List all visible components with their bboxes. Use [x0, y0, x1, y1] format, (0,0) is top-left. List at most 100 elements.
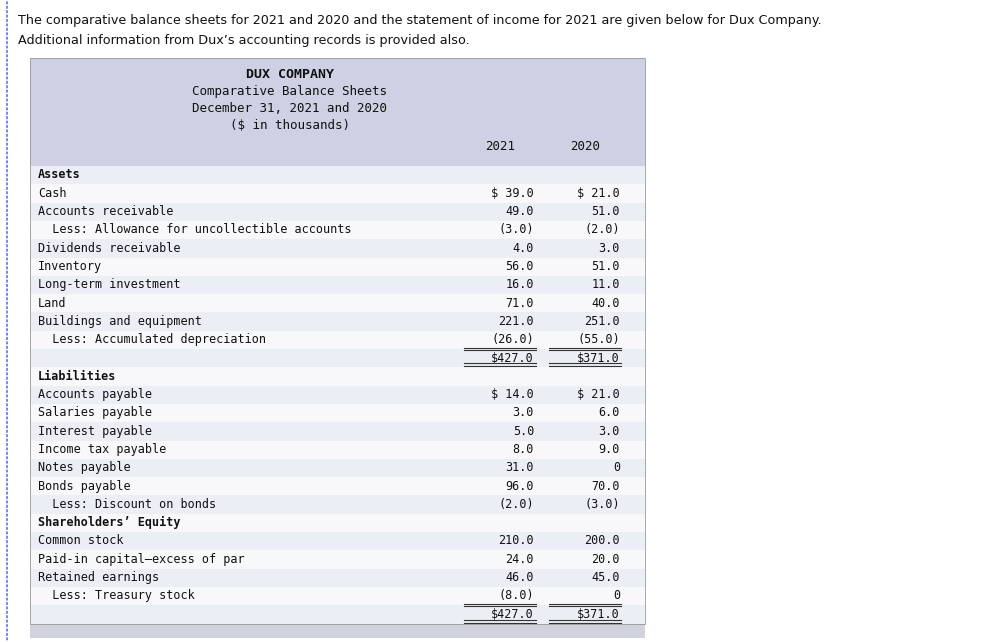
Bar [30, 496, 645, 514]
Text: Liabilities: Liabilities [38, 370, 117, 383]
Text: (2.0): (2.0) [584, 223, 620, 236]
Text: $ 21.0: $ 21.0 [577, 388, 620, 401]
Text: $ 39.0: $ 39.0 [491, 187, 534, 200]
Bar [30, 349, 645, 367]
Text: 31.0: 31.0 [506, 462, 534, 474]
Text: 51.0: 51.0 [591, 260, 620, 273]
Text: Cash: Cash [38, 187, 66, 200]
Text: Less: Treasury stock: Less: Treasury stock [38, 589, 194, 602]
Text: 251.0: 251.0 [584, 315, 620, 328]
Text: Accounts receivable: Accounts receivable [38, 205, 173, 218]
Bar [30, 459, 645, 477]
Bar [30, 257, 645, 276]
Text: 3.0: 3.0 [513, 406, 534, 419]
Text: $427.0: $427.0 [491, 608, 534, 621]
Text: 0: 0 [613, 589, 620, 602]
Bar [30, 605, 645, 623]
Bar [30, 422, 645, 440]
Bar [30, 58, 645, 623]
Text: DUX COMPANY: DUX COMPANY [246, 68, 334, 81]
Bar [30, 203, 645, 221]
Text: 8.0: 8.0 [513, 443, 534, 456]
Bar [30, 550, 645, 569]
Text: 5.0: 5.0 [513, 425, 534, 438]
Bar [30, 569, 645, 587]
Bar [30, 477, 645, 496]
Text: 40.0: 40.0 [591, 297, 620, 309]
Text: 2021: 2021 [485, 140, 515, 153]
Text: Less: Discount on bonds: Less: Discount on bonds [38, 498, 217, 511]
Text: Dividends receivable: Dividends receivable [38, 241, 180, 255]
Text: 3.0: 3.0 [598, 425, 620, 438]
Text: Interest payable: Interest payable [38, 425, 152, 438]
Text: 96.0: 96.0 [506, 480, 534, 492]
Bar [30, 587, 645, 605]
Text: (8.0): (8.0) [498, 589, 534, 602]
Text: 56.0: 56.0 [506, 260, 534, 273]
Bar [30, 623, 645, 638]
Text: 51.0: 51.0 [591, 205, 620, 218]
Text: 24.0: 24.0 [506, 553, 534, 566]
Text: Salaries payable: Salaries payable [38, 406, 152, 419]
Text: 6.0: 6.0 [598, 406, 620, 419]
Text: Less: Accumulated depreciation: Less: Accumulated depreciation [38, 333, 266, 346]
Text: The comparative balance sheets for 2021 and 2020 and the statement of income for: The comparative balance sheets for 2021 … [18, 14, 822, 27]
Text: (3.0): (3.0) [498, 223, 534, 236]
Bar [30, 313, 645, 331]
Text: $ 14.0: $ 14.0 [491, 388, 534, 401]
Bar [30, 184, 645, 203]
Text: 200.0: 200.0 [584, 535, 620, 548]
Text: Accounts payable: Accounts payable [38, 388, 152, 401]
Text: (2.0): (2.0) [498, 498, 534, 511]
Text: ($ in thousands): ($ in thousands) [230, 119, 350, 132]
Text: (55.0): (55.0) [577, 333, 620, 346]
Bar [30, 386, 645, 404]
Text: Inventory: Inventory [38, 260, 102, 273]
Text: $ 21.0: $ 21.0 [577, 187, 620, 200]
Text: 49.0: 49.0 [506, 205, 534, 218]
Text: 0: 0 [613, 462, 620, 474]
Bar [30, 331, 645, 349]
Text: 46.0: 46.0 [506, 571, 534, 584]
Text: Land: Land [38, 297, 66, 309]
Bar [30, 276, 645, 294]
Text: Buildings and equipment: Buildings and equipment [38, 315, 201, 328]
Bar [30, 532, 645, 550]
Text: 11.0: 11.0 [591, 278, 620, 291]
Bar [30, 404, 645, 422]
Bar [30, 440, 645, 459]
Text: Shareholders’ Equity: Shareholders’ Equity [38, 516, 180, 529]
Text: Long-term investment: Long-term investment [38, 278, 180, 291]
Bar [30, 294, 645, 313]
Text: (3.0): (3.0) [584, 498, 620, 511]
Text: 16.0: 16.0 [506, 278, 534, 291]
Bar [30, 221, 645, 239]
Text: 2020: 2020 [570, 140, 600, 153]
Text: Retained earnings: Retained earnings [38, 571, 159, 584]
Text: Common stock: Common stock [38, 535, 124, 548]
Text: $371.0: $371.0 [577, 608, 620, 621]
Text: $427.0: $427.0 [491, 352, 534, 365]
Bar [30, 58, 645, 166]
Text: 3.0: 3.0 [598, 241, 620, 255]
Text: 221.0: 221.0 [498, 315, 534, 328]
Text: (26.0): (26.0) [491, 333, 534, 346]
Text: 45.0: 45.0 [591, 571, 620, 584]
Bar [30, 514, 645, 532]
Text: 210.0: 210.0 [498, 535, 534, 548]
Text: Notes payable: Notes payable [38, 462, 131, 474]
Text: Comparative Balance Sheets: Comparative Balance Sheets [192, 85, 388, 98]
Text: Less: Allowance for uncollectible accounts: Less: Allowance for uncollectible accoun… [38, 223, 351, 236]
Text: 4.0: 4.0 [513, 241, 534, 255]
Text: $371.0: $371.0 [577, 352, 620, 365]
Text: 20.0: 20.0 [591, 553, 620, 566]
Bar [30, 367, 645, 386]
Text: December 31, 2021 and 2020: December 31, 2021 and 2020 [192, 102, 388, 115]
Bar [30, 166, 645, 184]
Bar [30, 239, 645, 257]
Text: Assets: Assets [38, 168, 81, 182]
Text: 70.0: 70.0 [591, 480, 620, 492]
Text: Paid-in capital–excess of par: Paid-in capital–excess of par [38, 553, 245, 566]
Text: 9.0: 9.0 [598, 443, 620, 456]
Text: 71.0: 71.0 [506, 297, 534, 309]
